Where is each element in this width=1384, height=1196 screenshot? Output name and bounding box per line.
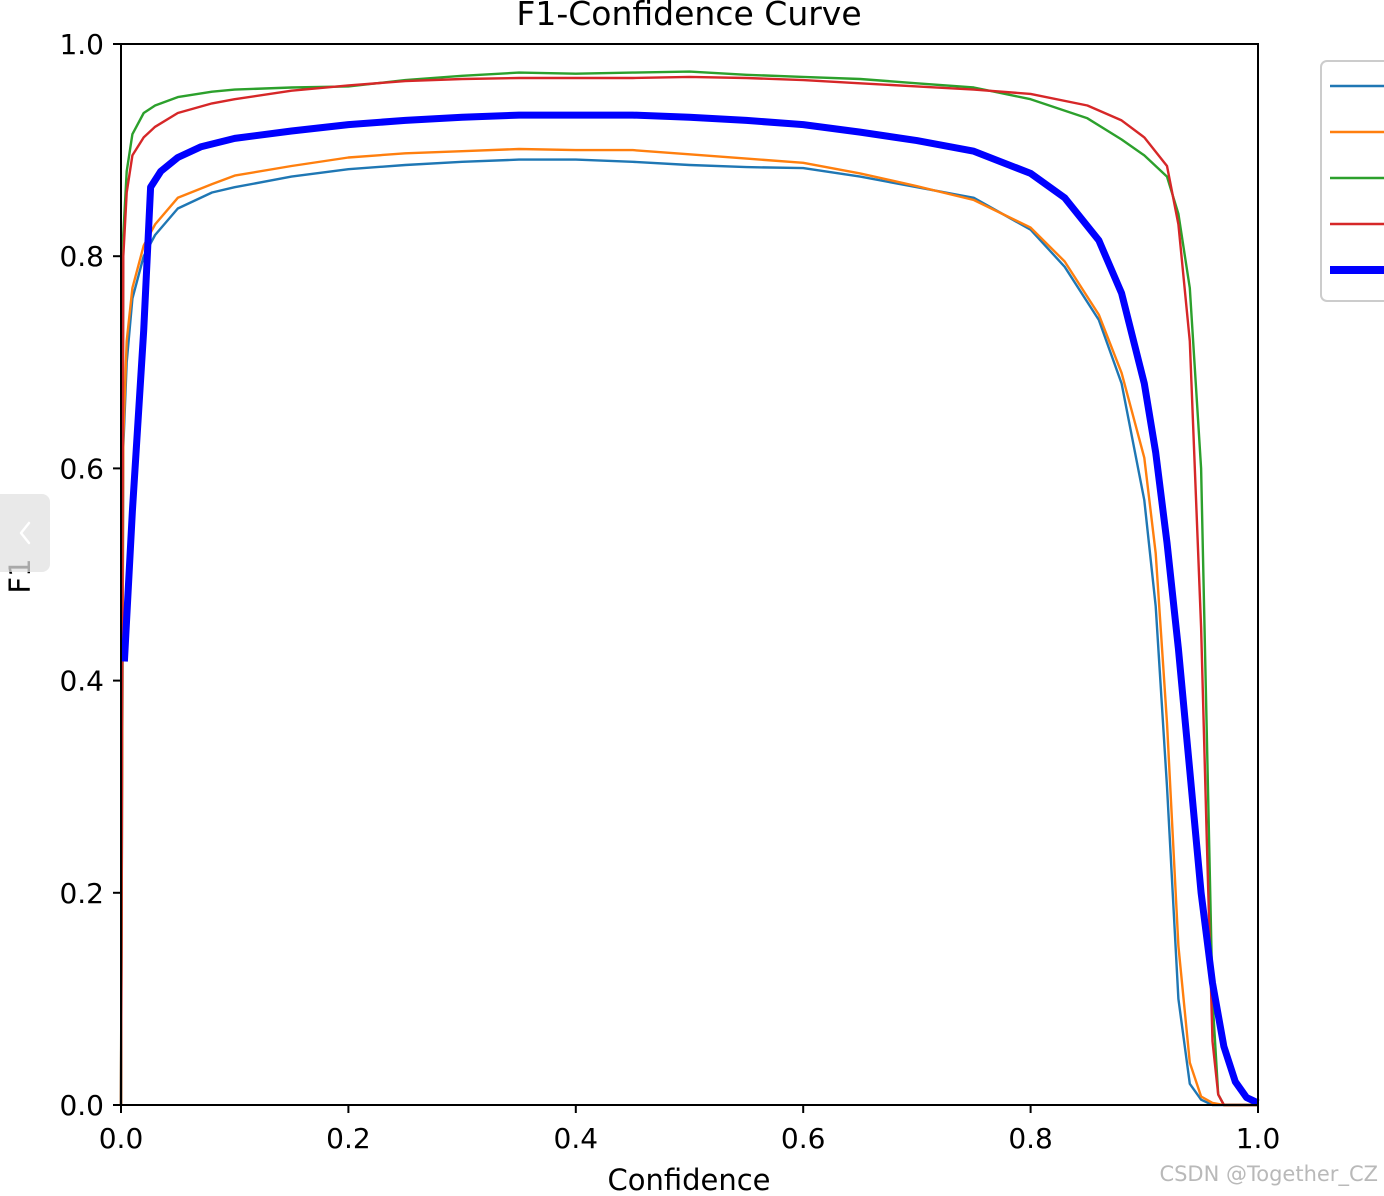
series-line-4 [119, 75, 1258, 1107]
series-line-2 [119, 147, 1258, 1107]
series-line-1 [119, 158, 1258, 1107]
series-layer [119, 70, 1260, 1107]
chevron-left-icon [19, 521, 31, 545]
x-axis-title: Confidence [607, 1163, 770, 1196]
watermark: CSDN @Together_CZ [1159, 1162, 1378, 1186]
side-collapse-tab[interactable] [0, 494, 50, 572]
x-tick-label: 0.4 [554, 1122, 599, 1155]
y-tick-label: 0.2 [59, 877, 104, 910]
y-tick-label: 0.6 [59, 452, 104, 485]
x-tick-label: 0.0 [99, 1122, 144, 1155]
x-tick-label: 0.6 [781, 1122, 826, 1155]
x-tick-label: 0.2 [326, 1122, 371, 1155]
y-tick-label: 0.4 [59, 665, 104, 698]
legend [1320, 60, 1384, 302]
legend-frame [1320, 60, 1384, 302]
x-tick-label: 0.8 [1008, 1122, 1053, 1155]
legend-entries [1330, 84, 1384, 274]
y-tick-label: 0.8 [59, 240, 104, 273]
ticks-layer: 0.0 0.2 0.4 0.6 0.8 1.0 0.0 0.2 0.4 0.6 0.8 1.0 [59, 28, 1280, 1155]
x-tick-label: 1.0 [1236, 1122, 1281, 1155]
series-line-5 [120, 111, 1260, 1107]
plot-frame [120, 43, 1259, 1106]
y-tick-label: 1.0 [59, 28, 104, 61]
y-tick-label: 0.0 [59, 1089, 104, 1122]
series-line-3 [119, 70, 1258, 1107]
chart-title: F1-Confidence Curve [516, 0, 861, 33]
